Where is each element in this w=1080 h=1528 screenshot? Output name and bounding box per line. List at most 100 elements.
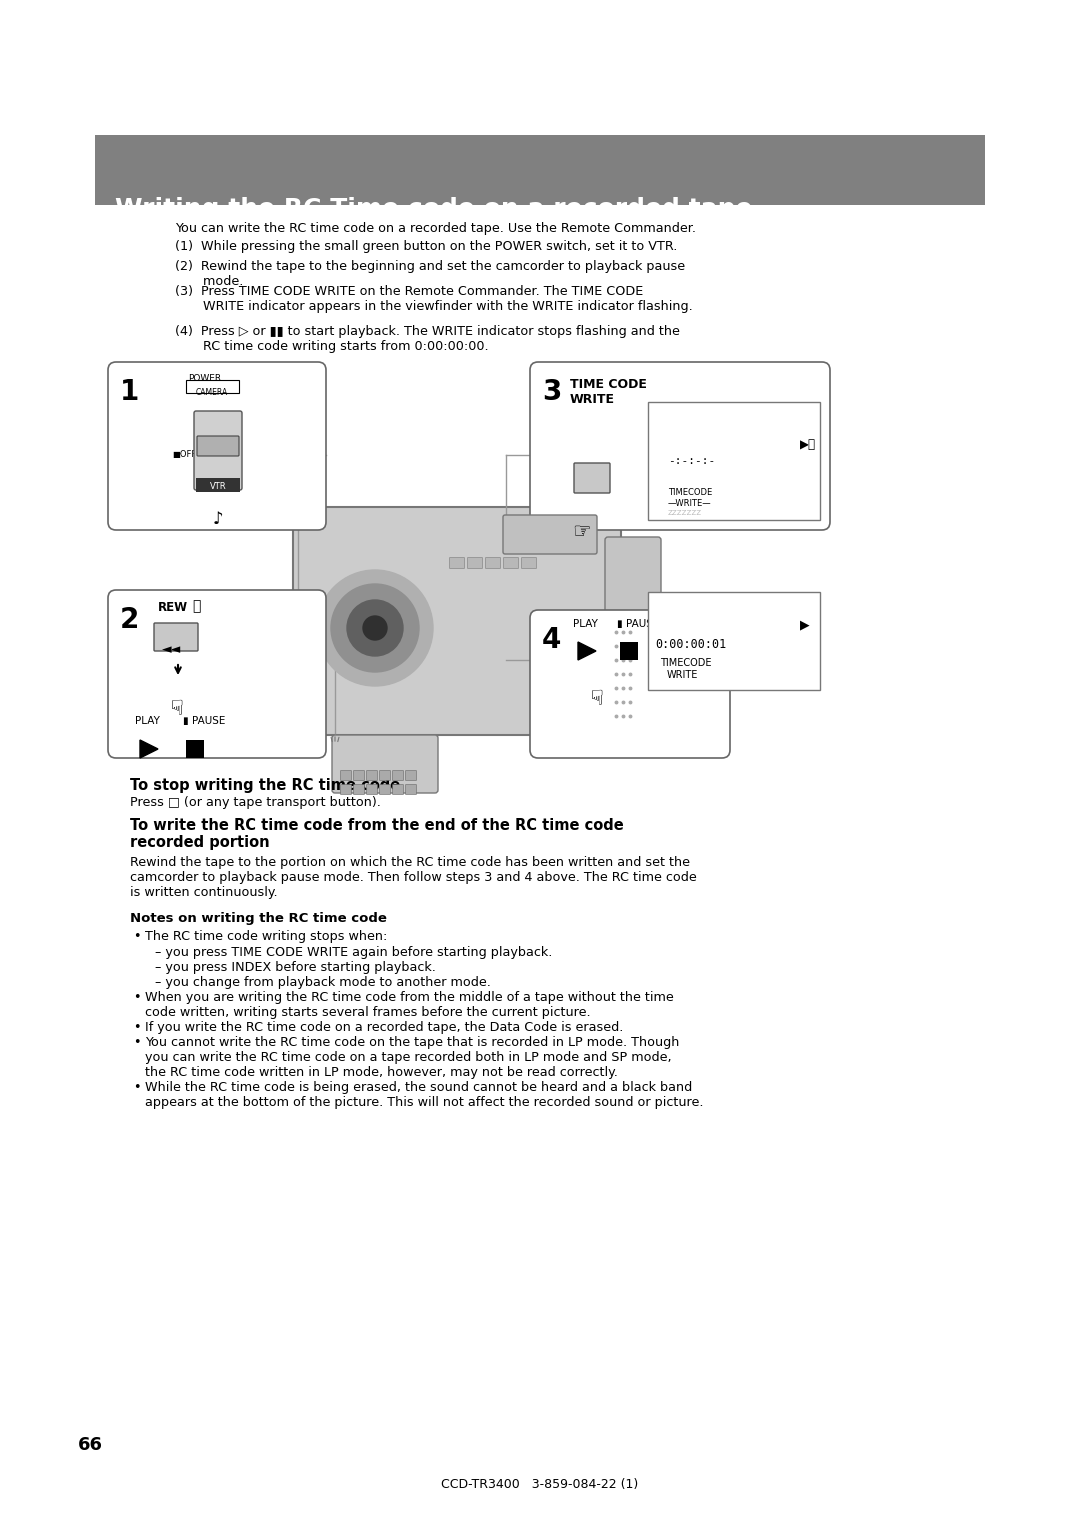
Text: PLAY: PLAY (573, 619, 598, 630)
Text: You can write the RC time code on a recorded tape. Use the Remote Commander.: You can write the RC time code on a reco… (175, 222, 696, 235)
FancyBboxPatch shape (405, 770, 417, 781)
Text: •: • (133, 931, 140, 943)
FancyBboxPatch shape (392, 784, 404, 795)
Text: ▮ PAUSE: ▮ PAUSE (183, 717, 226, 726)
FancyBboxPatch shape (353, 770, 365, 781)
Polygon shape (140, 740, 158, 758)
Bar (186, 740, 204, 758)
FancyBboxPatch shape (468, 558, 483, 568)
FancyBboxPatch shape (332, 735, 438, 793)
Text: ☞: ☞ (583, 688, 603, 707)
Text: Notes on writing the RC time code: Notes on writing the RC time code (130, 912, 387, 924)
Text: If you write the RC time code on a recorded tape, the Data Code is erased.: If you write the RC time code on a recor… (145, 1021, 623, 1034)
Text: – you press TIME CODE WRITE again before starting playback.: – you press TIME CODE WRITE again before… (156, 946, 552, 960)
Circle shape (347, 601, 403, 656)
Text: 1: 1 (120, 377, 139, 406)
Text: REW: REW (158, 601, 188, 614)
Text: code written, writing starts several frames before the current picture.: code written, writing starts several fra… (145, 1005, 591, 1019)
Text: (4)  Press ▷ or ▮▮ to start playback. The WRITE indicator stops flashing and the: (4) Press ▷ or ▮▮ to start playback. The… (175, 325, 680, 353)
Text: -:-:-:-: -:-:-:- (669, 455, 715, 466)
FancyBboxPatch shape (366, 770, 378, 781)
Text: WRITE: WRITE (667, 669, 699, 680)
FancyBboxPatch shape (293, 507, 621, 735)
Text: PLAY: PLAY (135, 717, 160, 726)
Text: TIMECODE: TIMECODE (669, 487, 712, 497)
Bar (620, 642, 638, 660)
Circle shape (318, 570, 433, 686)
Text: appears at the bottom of the picture. This will not affect the recorded sound or: appears at the bottom of the picture. Th… (145, 1096, 703, 1109)
FancyBboxPatch shape (648, 402, 820, 520)
Circle shape (330, 584, 419, 672)
FancyBboxPatch shape (95, 134, 985, 205)
Text: ▮ PAUSE: ▮ PAUSE (617, 619, 660, 630)
Text: 4: 4 (542, 626, 562, 654)
FancyBboxPatch shape (648, 591, 820, 691)
FancyBboxPatch shape (392, 770, 404, 781)
Text: To stop writing the RC time code: To stop writing the RC time code (130, 778, 401, 793)
Text: (1)  While pressing the small green button on the POWER switch, set it to VTR.: (1) While pressing the small green butto… (175, 240, 677, 254)
FancyBboxPatch shape (108, 362, 326, 530)
Text: Press □ (or any tape transport button).: Press □ (or any tape transport button). (130, 796, 381, 808)
FancyBboxPatch shape (353, 784, 365, 795)
FancyBboxPatch shape (340, 770, 351, 781)
Text: TIMECODE: TIMECODE (660, 659, 712, 668)
Text: (3)  Press TIME CODE WRITE on the Remote Commander. The TIME CODE
       WRITE i: (3) Press TIME CODE WRITE on the Remote … (175, 286, 692, 313)
Text: ☞: ☞ (572, 523, 591, 542)
Text: To write the RC time code from the end of the RC time code
recorded portion: To write the RC time code from the end o… (130, 817, 624, 851)
Text: (2)  Rewind the tape to the beginning and set the camcorder to playback pause
  : (2) Rewind the tape to the beginning and… (175, 260, 685, 287)
FancyBboxPatch shape (573, 463, 610, 494)
Text: ■OFF: ■OFF (172, 451, 197, 458)
FancyBboxPatch shape (197, 435, 239, 455)
Text: CAMERA: CAMERA (195, 388, 228, 397)
Text: ♪: ♪ (213, 510, 224, 529)
Text: •: • (133, 1080, 140, 1094)
Text: 2: 2 (120, 607, 139, 634)
FancyBboxPatch shape (503, 515, 597, 555)
Text: •: • (133, 1021, 140, 1034)
Text: 0:00:00:01: 0:00:00:01 (654, 639, 726, 651)
FancyBboxPatch shape (503, 558, 518, 568)
FancyBboxPatch shape (405, 784, 417, 795)
Polygon shape (578, 642, 596, 660)
Text: ◄◄: ◄◄ (162, 643, 181, 656)
Circle shape (363, 616, 387, 640)
Text: VTR: VTR (210, 481, 227, 490)
Text: •: • (133, 992, 140, 1004)
Text: •: • (133, 1036, 140, 1050)
Text: 3: 3 (542, 377, 562, 406)
FancyBboxPatch shape (340, 784, 351, 795)
FancyBboxPatch shape (154, 623, 198, 651)
Text: the RC time code written in LP mode, however, may not be read correctly.: the RC time code written in LP mode, how… (145, 1067, 618, 1079)
Text: 66: 66 (78, 1436, 103, 1455)
FancyBboxPatch shape (486, 558, 500, 568)
Bar (195, 478, 240, 492)
Text: Rewind the tape to the portion on which the RC time code has been written and se: Rewind the tape to the portion on which … (130, 856, 697, 898)
Text: You cannot write the RC time code on the tape that is recorded in LP mode. Thoug: You cannot write the RC time code on the… (145, 1036, 679, 1050)
FancyBboxPatch shape (605, 536, 661, 741)
Text: TIME CODE: TIME CODE (570, 377, 647, 391)
Text: —WRITE—: —WRITE— (669, 500, 712, 507)
Text: ▶: ▶ (800, 617, 810, 631)
FancyBboxPatch shape (186, 379, 239, 393)
Text: ▶⏸: ▶⏸ (800, 439, 816, 451)
Text: you can write the RC time code on a tape recorded both in LP mode and SP mode,: you can write the RC time code on a tape… (145, 1051, 672, 1063)
Text: – you press INDEX before starting playback.: – you press INDEX before starting playba… (156, 961, 436, 973)
FancyBboxPatch shape (522, 558, 537, 568)
FancyBboxPatch shape (449, 558, 464, 568)
Text: – you change from playback mode to another mode.: – you change from playback mode to anoth… (156, 976, 491, 989)
Text: CCD-TR3400   3-859-084-22 (1): CCD-TR3400 3-859-084-22 (1) (442, 1478, 638, 1491)
FancyBboxPatch shape (194, 411, 242, 490)
FancyBboxPatch shape (530, 362, 831, 530)
Text: WRITE: WRITE (570, 393, 615, 406)
Text: ⏮: ⏮ (192, 599, 201, 613)
Text: While the RC time code is being erased, the sound cannot be heard and a black ba: While the RC time code is being erased, … (145, 1080, 692, 1094)
FancyBboxPatch shape (530, 610, 730, 758)
Text: When you are writing the RC time code from the middle of a tape without the time: When you are writing the RC time code fr… (145, 992, 674, 1004)
FancyBboxPatch shape (379, 784, 391, 795)
FancyBboxPatch shape (108, 590, 326, 758)
Text: The RC time code writing stops when:: The RC time code writing stops when: (145, 931, 388, 943)
Text: POWER: POWER (188, 374, 221, 384)
FancyBboxPatch shape (379, 770, 391, 781)
Text: Writing the RC Time code on a recorded tape: Writing the RC Time code on a recorded t… (114, 197, 753, 222)
Text: ☞: ☞ (163, 698, 183, 717)
